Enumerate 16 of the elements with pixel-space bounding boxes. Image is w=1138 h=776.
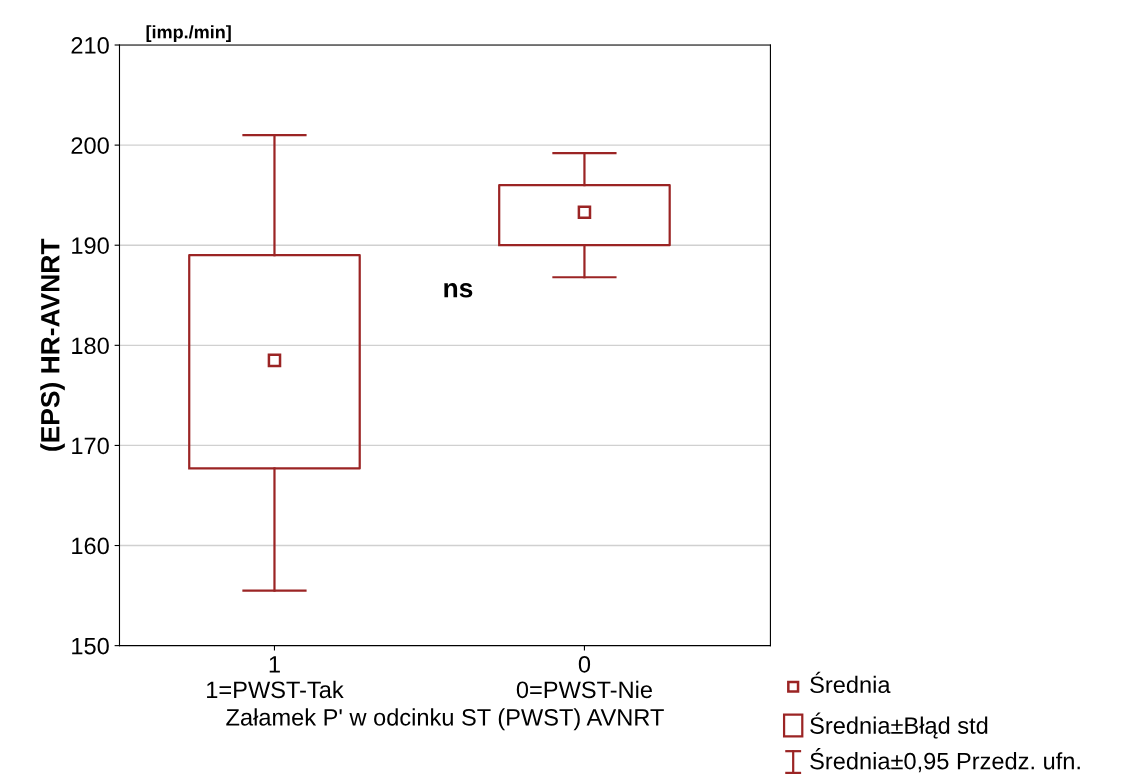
text: [imp./min]: [146, 25, 231, 42]
y-tick-label: 150: [72, 637, 109, 655]
y-tick-label: 180: [72, 337, 109, 355]
y-tick-label: 170: [72, 437, 109, 455]
y-tick-label: 200: [71, 137, 109, 154]
text: Średnia±Błąd std: [810, 712, 988, 739]
annotation: ns: [444, 283, 473, 298]
y-axis-title: (EPS) HR-AVNRT: [40, 238, 65, 451]
y-tick-label: 190: [72, 237, 109, 254]
y-tick-label: 210: [71, 37, 109, 54]
y-tick-label: 160: [72, 537, 109, 555]
text: Średnia±0,95 Przedz. ufn.: [810, 748, 1080, 773]
x-tick-label: 0 0=PWST-Nie: [516, 655, 652, 699]
x-tick-label: 1 1=PWST-Tak: [207, 656, 344, 699]
x-axis-title: Załamek P' w odcinku ST (PWST) AVNRT: [226, 708, 664, 731]
text: Średnia: [810, 671, 891, 694]
